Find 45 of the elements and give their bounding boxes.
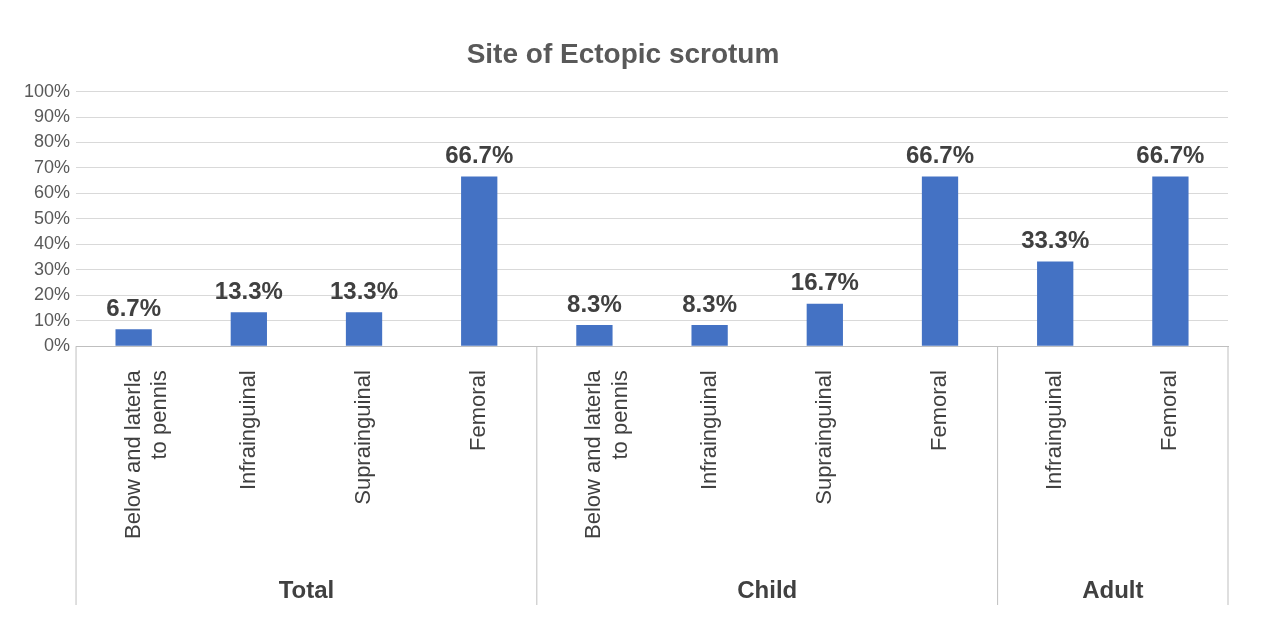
x-tick-label: Infrainguinal bbox=[695, 370, 721, 491]
bar bbox=[230, 312, 267, 346]
x-tick-label: Infrainguinal bbox=[1041, 370, 1067, 491]
y-tick-label: 40% bbox=[34, 233, 71, 254]
y-tick-label: 50% bbox=[34, 207, 71, 228]
data-label: 13.3% bbox=[330, 276, 399, 304]
x-tick-label: Below and laterla to pennis bbox=[119, 369, 172, 540]
y-tick-label: 30% bbox=[34, 258, 71, 279]
y-tick-label: 60% bbox=[34, 182, 71, 203]
y-tick-label: 70% bbox=[34, 156, 71, 177]
x-tick-label: Femoral bbox=[1156, 370, 1182, 451]
data-label: 66.7% bbox=[1136, 141, 1205, 169]
text: Child bbox=[737, 575, 798, 603]
x-tick-label: Femoral bbox=[465, 370, 491, 451]
bar bbox=[576, 325, 613, 346]
bar bbox=[691, 325, 728, 346]
bar bbox=[806, 303, 843, 346]
data-label: 66.7% bbox=[445, 141, 514, 169]
y-tick-label: 80% bbox=[34, 131, 71, 152]
y-tick-label: 0% bbox=[44, 335, 71, 356]
y-tick-label: 10% bbox=[34, 309, 71, 330]
data-label: 66.7% bbox=[905, 141, 975, 169]
data-label: 16.7% bbox=[790, 268, 859, 296]
data-label: 6.7% bbox=[106, 293, 161, 321]
chart-title: Site of Ectopic scrotum bbox=[466, 37, 780, 69]
bar bbox=[921, 176, 959, 346]
data-label: 13.3% bbox=[214, 276, 283, 304]
x-tick-label: Suprainguinal bbox=[350, 370, 376, 505]
data-label: 8.3% bbox=[567, 289, 622, 317]
bar bbox=[1037, 261, 1074, 346]
x-tick-label: Suprainguinal bbox=[810, 370, 836, 505]
bar bbox=[115, 329, 152, 346]
data-label: 8.3% bbox=[682, 289, 737, 317]
y-tick-label: 20% bbox=[34, 284, 71, 305]
text: Total bbox=[278, 575, 335, 603]
y-tick-label: 100% bbox=[23, 80, 71, 101]
data-label: 33.3% bbox=[1021, 226, 1090, 254]
bar bbox=[1152, 176, 1189, 346]
text: Adult bbox=[1082, 575, 1144, 603]
x-tick-label: Below and laterla to pennis bbox=[580, 369, 632, 540]
y-tick-label: 90% bbox=[34, 106, 71, 127]
x-tick-label: Infrainguinal bbox=[234, 370, 260, 491]
bar bbox=[345, 312, 383, 346]
bar bbox=[461, 176, 498, 346]
x-tick-label: Femoral bbox=[926, 370, 952, 451]
